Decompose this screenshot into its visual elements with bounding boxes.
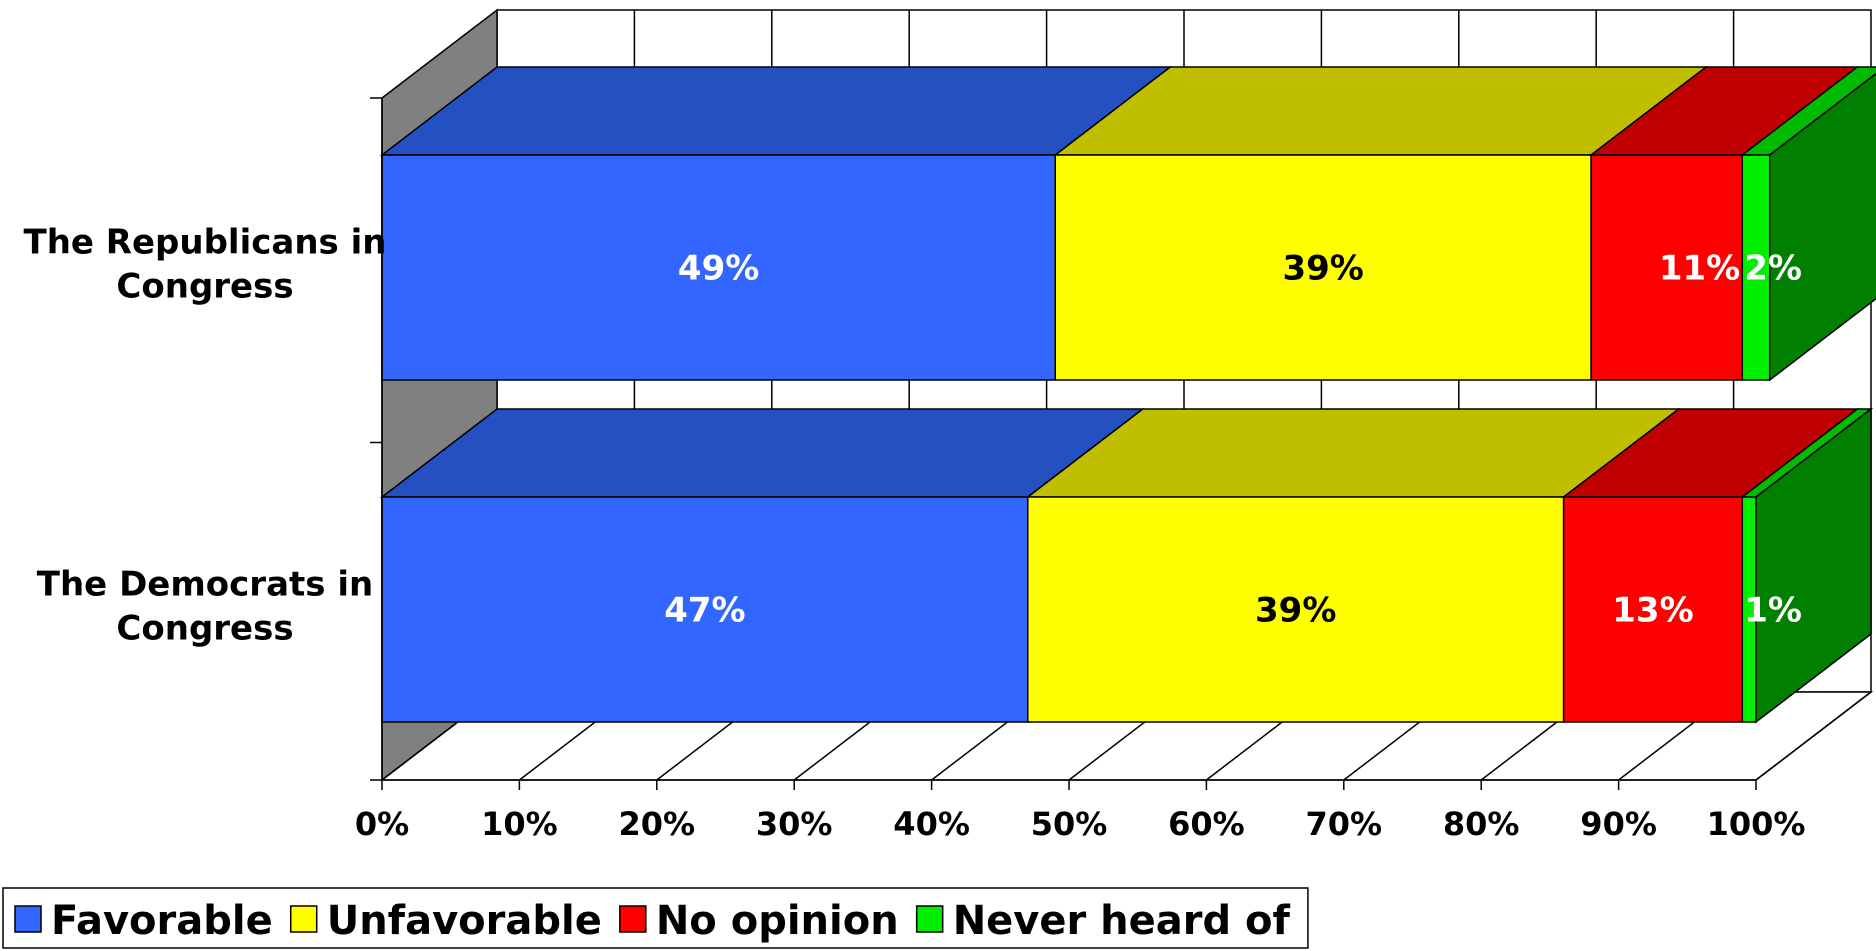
value-tick-label-1: 10% (481, 805, 558, 843)
bar-side-1 (1755, 407, 1872, 724)
bar-3-0 (1741, 154, 1771, 381)
data-label-2-0: 11% (1659, 249, 1740, 289)
bar-1-1 (1027, 496, 1565, 723)
legend-swatch-3 (915, 905, 944, 933)
data-label-0-1: 47% (664, 591, 745, 631)
data-label-1-1: 39% (1255, 591, 1336, 631)
value-tick-label-8: 80% (1443, 805, 1520, 843)
bar-side-0 (1768, 72, 1876, 382)
bar-1-0 (1054, 154, 1592, 381)
category-label-1: The Democrats in Congress (37, 565, 373, 649)
value-tick-label-4: 40% (893, 805, 970, 843)
category-label-line-0-0: The Republicans in (24, 223, 387, 263)
bar-0-1 (381, 496, 1029, 723)
legend-swatch-1 (289, 905, 318, 933)
bar-2-0 (1590, 154, 1744, 381)
category-label-0: The Republicans in Congress (24, 223, 387, 307)
bar-top-0-0 (379, 66, 1173, 156)
legend-swatch-0 (14, 905, 42, 933)
data-label-0-0: 49% (678, 249, 759, 289)
value-tick-label-9: 90% (1580, 805, 1657, 843)
value-tick-label-2: 20% (619, 805, 696, 843)
data-label-3-1: 1% (1744, 591, 1802, 631)
value-tick-label-6: 60% (1168, 805, 1245, 843)
legend-label-1: Unfavorable (327, 898, 602, 944)
value-tick-label-5: 50% (1031, 805, 1108, 843)
floor-gridline (1755, 691, 1872, 781)
legend (2, 887, 1309, 949)
bar-2-1 (1562, 496, 1744, 723)
value-tick-label-0: 0% (355, 805, 409, 843)
category-label-line-1-1: Congress (116, 609, 293, 649)
data-label-3-0: 2% (1744, 249, 1802, 289)
value-tick-label-7: 70% (1306, 805, 1383, 843)
data-label-2-1: 13% (1612, 591, 1693, 631)
legend-label-0: Favorable (51, 898, 273, 944)
legend-label-2: No opinion (656, 898, 899, 944)
category-label-line-0-1: Congress (116, 267, 293, 307)
bar-0-0 (381, 154, 1057, 381)
category-label-line-1-0: The Democrats in (37, 565, 373, 605)
value-tick-label-3: 30% (756, 805, 833, 843)
value-tick-label-10: 100% (1707, 805, 1806, 843)
data-label-1-0: 39% (1282, 249, 1363, 289)
bar-top-0-1 (379, 408, 1145, 498)
legend-swatch-2 (619, 905, 647, 933)
legend-label-3: Never heard of (953, 898, 1291, 944)
